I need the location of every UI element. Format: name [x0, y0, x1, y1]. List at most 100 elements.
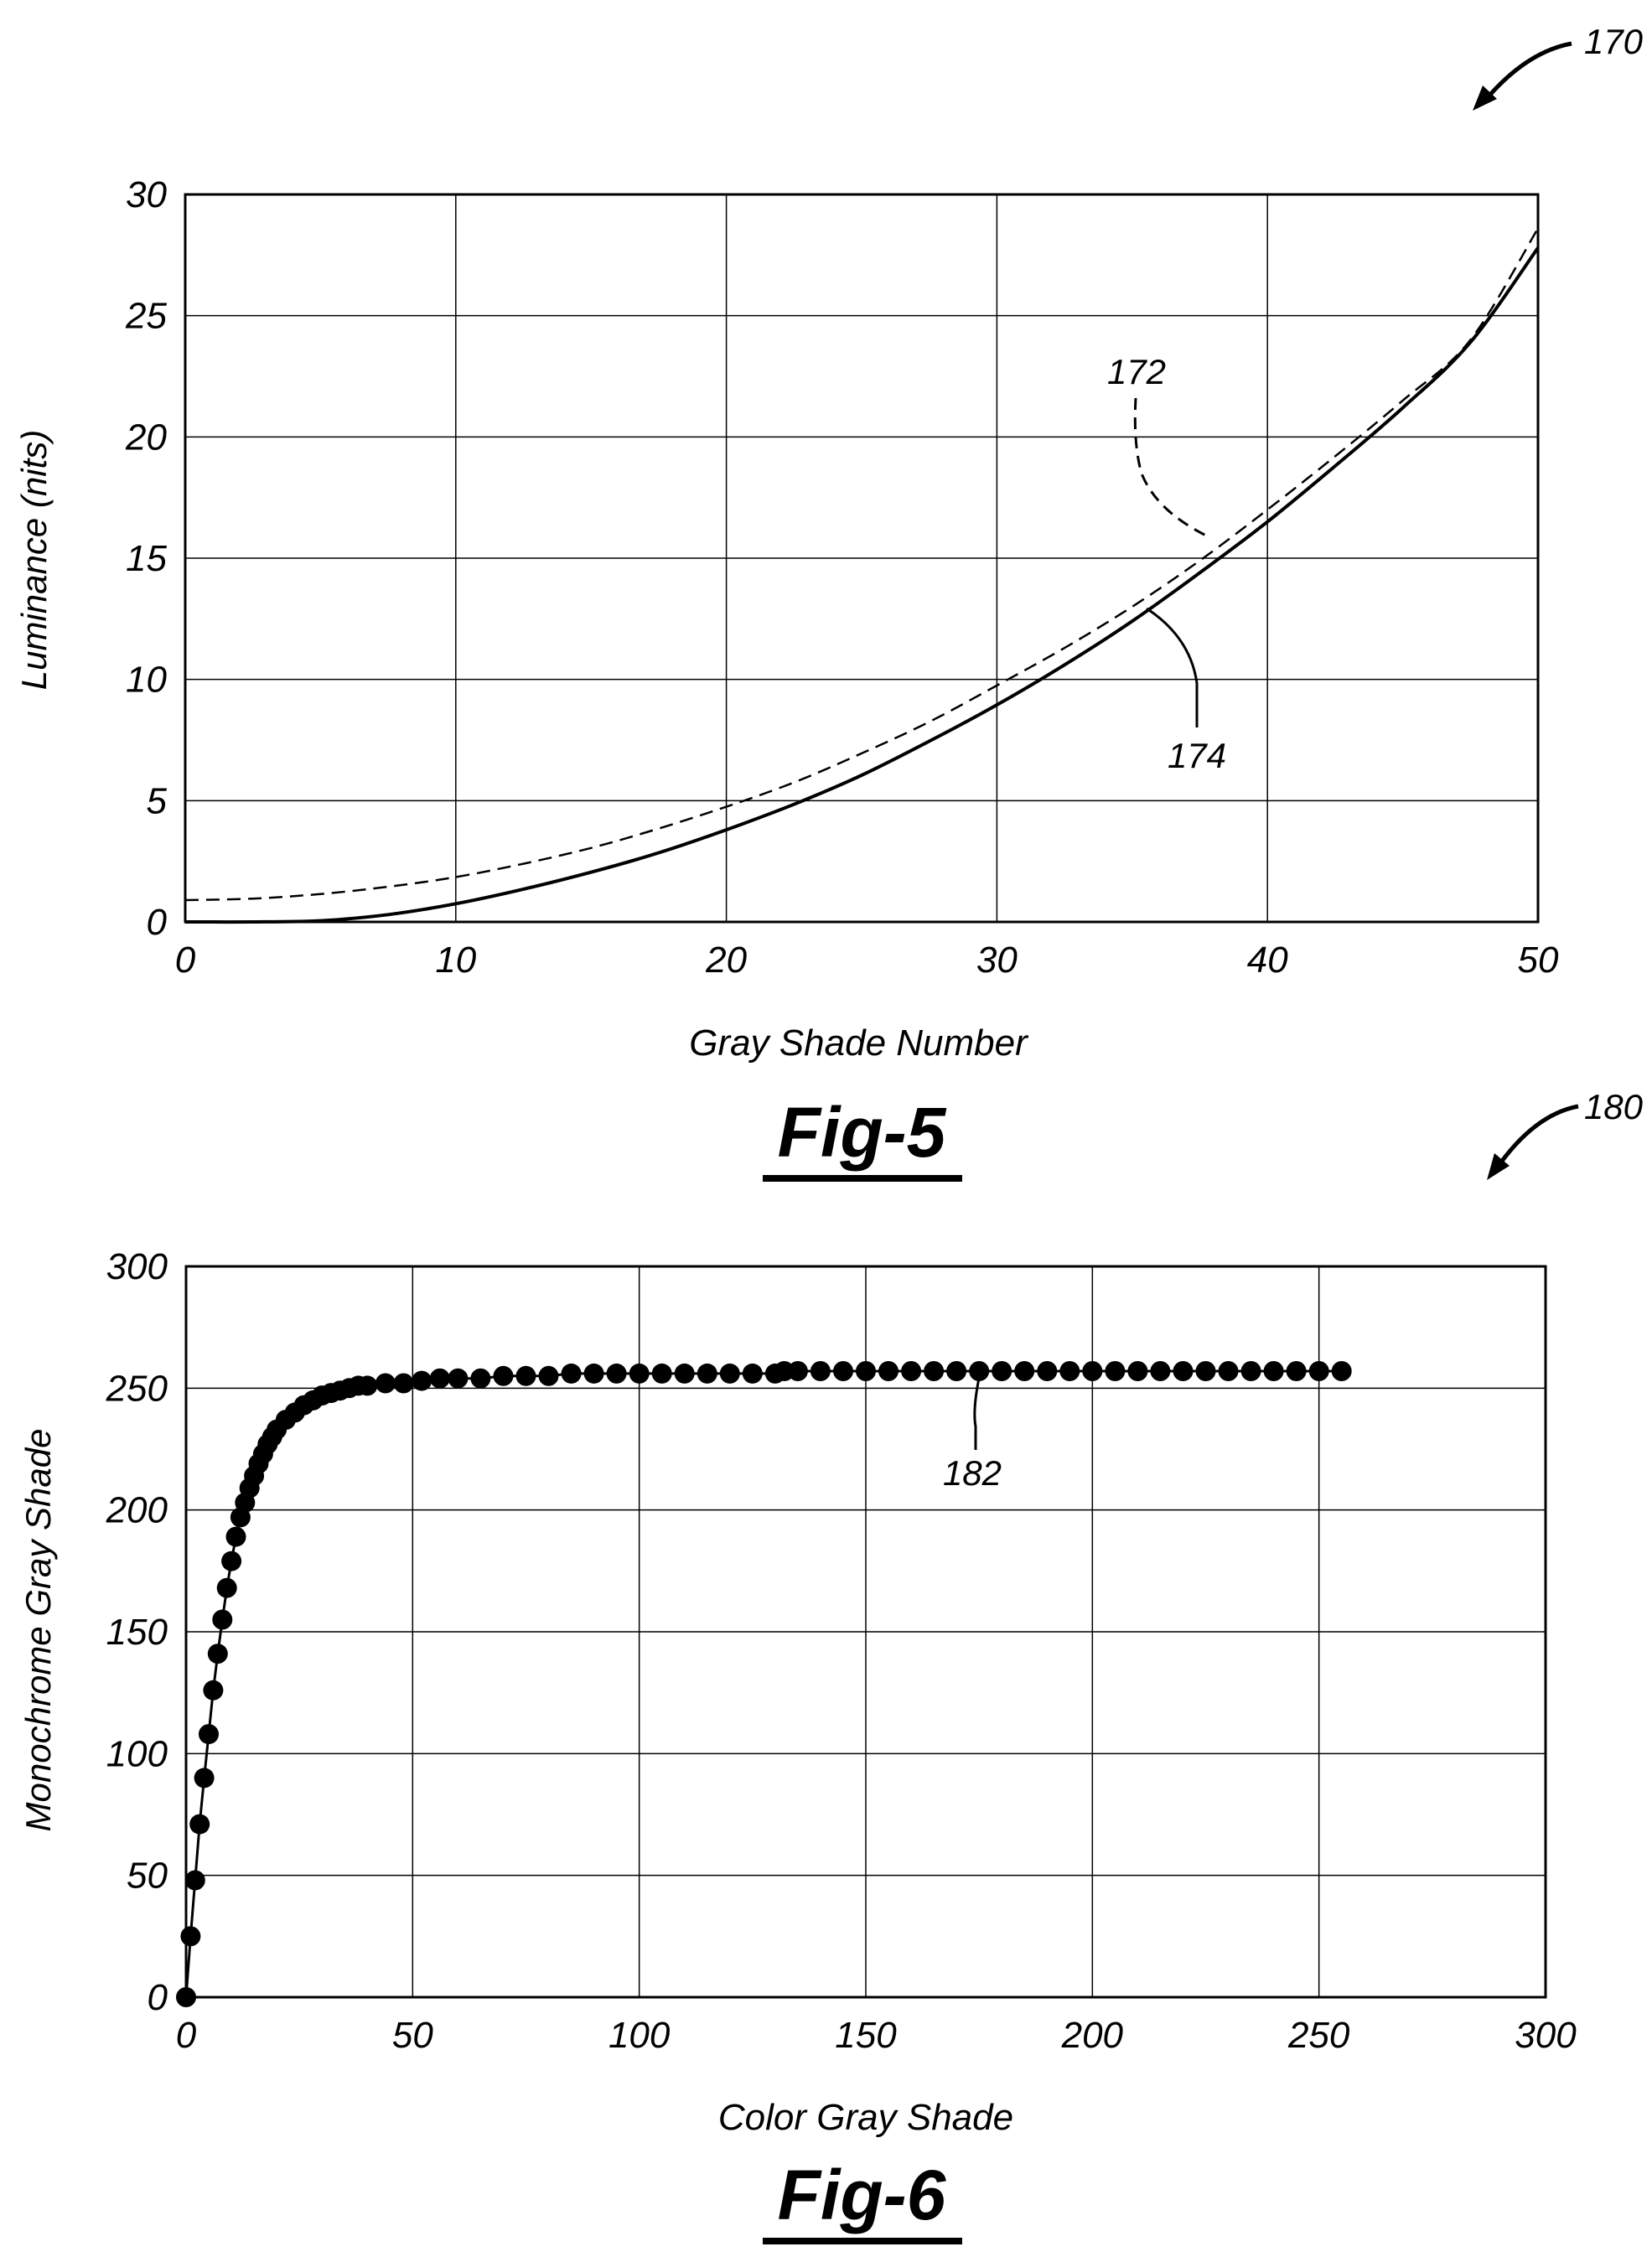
scatter-point [194, 1768, 215, 1789]
scatter-point [1059, 1361, 1080, 1381]
fig5-tick-labels: 0 10 20 30 40 50 0 5 10 15 20 25 30 [125, 174, 1559, 981]
ref-180-arrowhead-icon [1487, 1153, 1510, 1180]
scatter-point [651, 1363, 672, 1384]
ref-180-arrow-icon [1494, 1104, 1579, 1171]
x-tick-label: 200 [1061, 2015, 1124, 2056]
fig6-series [176, 1361, 1352, 2007]
y-tick-label: 100 [106, 1733, 168, 1774]
y-tick-label: 250 [106, 1368, 168, 1409]
scatter-point [470, 1368, 491, 1389]
scatter-point [787, 1361, 808, 1381]
ref-170-arrow-icon [1482, 41, 1572, 104]
fig6-caption: Fig-6 [763, 2156, 962, 2244]
scatter-point [184, 1870, 205, 1891]
scatter-point [833, 1361, 853, 1381]
fig6-grid [186, 1266, 1546, 1997]
y-tick-label: 15 [126, 538, 167, 579]
scatter-point [1150, 1361, 1171, 1381]
scatter-point [393, 1373, 414, 1394]
scatter-point [606, 1363, 627, 1384]
ref-170-label: 170 [1584, 22, 1644, 61]
x-tick-label: 150 [835, 2015, 897, 2056]
scatter-point [697, 1363, 717, 1384]
scatter-point [1105, 1361, 1126, 1381]
scatter-point [1037, 1361, 1058, 1381]
fig6-x-axis-label: Color Gray Shade [718, 2097, 1013, 2138]
scatter-point [180, 1926, 201, 1947]
x-tick-label: 0 [175, 940, 196, 981]
ref-170-arrowhead-icon [1473, 85, 1497, 111]
scatter-point [207, 1644, 228, 1664]
scatter-point [1173, 1361, 1194, 1381]
y-tick-label: 300 [106, 1246, 168, 1287]
x-tick-label: 50 [392, 2015, 433, 2056]
fig6-caption-underline [763, 2238, 962, 2244]
fig5-chart: 0 10 20 30 40 50 0 5 10 15 20 25 30 Gray Shade Numbe… [14, 22, 1644, 1064]
ref-174-leader [1146, 607, 1199, 727]
scatter-point [924, 1361, 945, 1381]
fig5-caption: Fig-5 [763, 1093, 962, 1182]
scatter-point [1308, 1361, 1329, 1381]
scatter-point [212, 1609, 233, 1630]
scatter-point [946, 1361, 967, 1381]
fig6-tick-labels: 0 50 100 150 200 250 300 0 50 100 150 200 250 300 [106, 1246, 1577, 2056]
scatter-point [448, 1368, 469, 1389]
scatter-point [176, 1987, 196, 2007]
y-tick-label: 0 [148, 1977, 168, 2018]
ref-182-label: 182 [943, 1453, 1002, 1493]
fig5-grid [185, 194, 1538, 922]
scatter-point [515, 1365, 536, 1386]
fig5-plot-frame [184, 193, 1540, 924]
x-tick-label: 300 [1515, 2015, 1577, 2056]
scatter-point [199, 1724, 219, 1745]
scatter-point [901, 1361, 922, 1381]
scatter-point [1286, 1361, 1307, 1381]
scatter-point [1263, 1361, 1284, 1381]
fig5-x-axis-label: Gray Shade Number [689, 1022, 1029, 1064]
scatter-point [856, 1361, 876, 1381]
scatter-point [1082, 1361, 1103, 1381]
y-tick-label: 0 [147, 902, 168, 943]
scatter-point [742, 1363, 763, 1384]
y-tick-label: 150 [106, 1612, 168, 1653]
scatter-point [221, 1550, 242, 1571]
scatter-point [1331, 1361, 1352, 1381]
scatter-point [216, 1577, 237, 1598]
ref-174-label: 174 [1168, 736, 1226, 775]
ref-182-leader [973, 1369, 982, 1450]
x-tick-label: 50 [1518, 940, 1559, 981]
scatter-point [583, 1363, 604, 1384]
x-tick-label: 250 [1287, 2015, 1350, 2056]
scatter-point [561, 1363, 582, 1384]
fig6-caption-text: Fig-6 [778, 2156, 947, 2234]
scatter-point [493, 1365, 514, 1386]
x-tick-label: 100 [608, 2015, 671, 2056]
y-tick-label: 10 [126, 660, 167, 701]
fig5-caption-underline [763, 1175, 962, 1182]
ref-172-leader [1133, 397, 1209, 538]
y-tick-label: 25 [125, 296, 167, 337]
series-connector-182 [184, 1369, 1342, 1998]
scatter-point [1195, 1361, 1216, 1381]
y-tick-label: 5 [147, 780, 168, 821]
fig5-caption-text: Fig-5 [778, 1093, 947, 1172]
ref-172-label: 172 [1107, 352, 1166, 391]
y-tick-label: 30 [126, 174, 167, 215]
scatter-point [969, 1361, 990, 1381]
fig6-plot-frame [184, 1265, 1547, 1999]
x-tick-label: 10 [435, 940, 476, 981]
ref-180-label: 180 [1584, 1087, 1644, 1126]
scatter-point [203, 1680, 224, 1701]
scatter-point [189, 1814, 210, 1835]
y-tick-label: 200 [106, 1490, 168, 1531]
scatter-point [1127, 1361, 1148, 1381]
scatter-point [375, 1373, 396, 1394]
scatter-point [629, 1363, 650, 1384]
x-tick-label: 20 [705, 940, 747, 981]
scatter-point [674, 1363, 695, 1384]
scatter-point [225, 1526, 246, 1547]
scatter-point [538, 1365, 559, 1386]
scatter-point [992, 1361, 1012, 1381]
scatter-point [810, 1361, 831, 1381]
